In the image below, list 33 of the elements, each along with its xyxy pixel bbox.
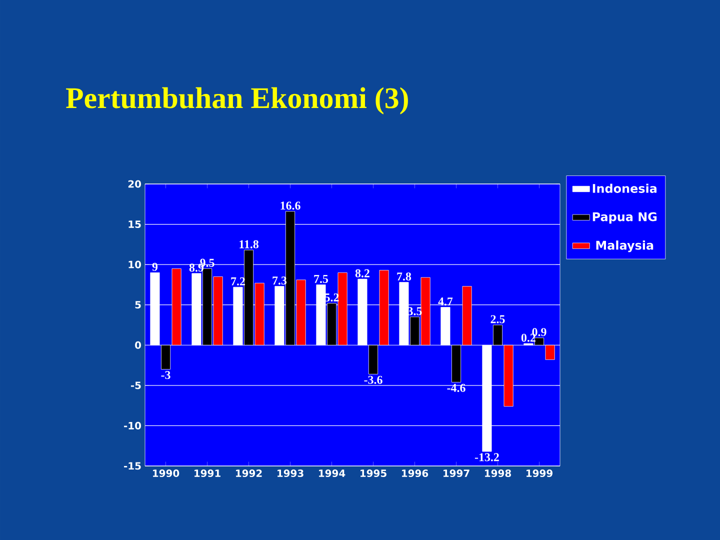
data-label: 8.2 <box>355 269 370 278</box>
data-label: -3.6 <box>364 376 382 384</box>
y-tick-label: 20 <box>128 180 142 188</box>
data-label: -4.6 <box>447 384 466 392</box>
data-label: -13.2 <box>474 453 499 462</box>
x-tick-label: 1993 <box>278 469 304 478</box>
x-tick-label: 1990 <box>153 469 180 478</box>
x-tick-label: 1997 <box>444 469 470 478</box>
x-tick-label: 1994 <box>319 469 346 478</box>
y-tick-label: -5 <box>130 382 141 390</box>
chart-title: Pertumbuhan Ekonomi (3) <box>66 87 408 114</box>
x-tick-label: 1995 <box>360 469 386 478</box>
y-tick-label: 5 <box>135 301 141 309</box>
x-tick-label: 1992 <box>236 469 262 478</box>
legend-label: Indonesia <box>592 184 656 193</box>
y-tick-label: 10 <box>128 260 142 268</box>
x-tick-label: 1998 <box>485 469 512 478</box>
legend-label: Papua NG <box>592 212 657 224</box>
data-label: 16.6 <box>280 202 300 210</box>
data-label: 7.8 <box>397 272 412 281</box>
y-tick-label: 0 <box>135 341 142 349</box>
data-label: 7.5 <box>314 275 328 284</box>
legend-label: Malaysia <box>596 240 654 252</box>
x-tick-label: 1991 <box>194 469 220 478</box>
data-label: 11.8 <box>240 240 258 248</box>
data-label: 9 <box>152 262 158 271</box>
data-label: -3 <box>161 370 170 380</box>
x-tick-label: 1999 <box>526 469 552 478</box>
y-tick-label: -15 <box>124 462 141 470</box>
x-tick-label: 1996 <box>402 469 428 478</box>
data-label: 2.5 <box>490 315 505 324</box>
y-tick-label: 15 <box>128 220 141 228</box>
y-tick-label: -10 <box>124 422 142 430</box>
